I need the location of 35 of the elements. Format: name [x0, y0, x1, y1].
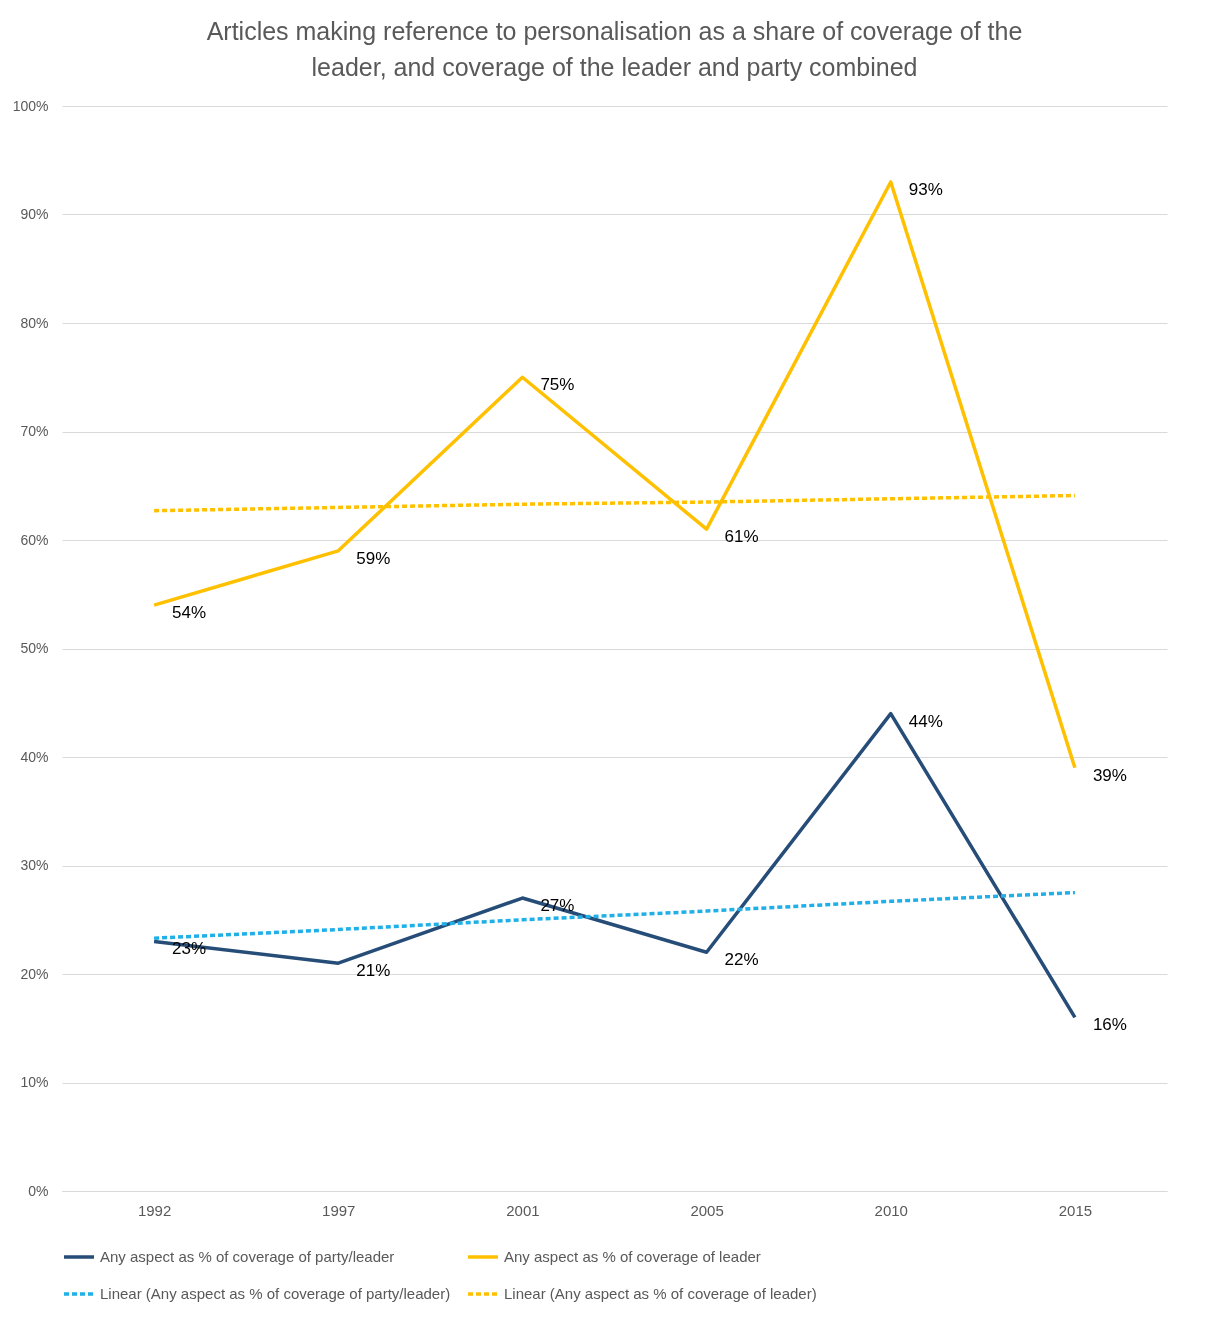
x-tick-label: 1997	[322, 1201, 356, 1219]
data-label: 44%	[908, 711, 943, 731]
y-tick-label: 0%	[28, 1182, 49, 1199]
data-label: 93%	[908, 179, 943, 199]
x-tick-label: 2010	[874, 1201, 908, 1219]
y-tick-label: 90%	[20, 206, 49, 222]
data-label: 22%	[724, 950, 759, 970]
data-label: 54%	[172, 603, 207, 623]
line-series	[152, 180, 1077, 770]
legend-label: Any aspect as % of coverage of party/leader	[100, 1248, 395, 1265]
legend-label: Linear (Any aspect as % of coverage of party/leader)	[100, 1285, 451, 1302]
data-label: 75%	[540, 375, 575, 395]
data-label: 16%	[1092, 1015, 1127, 1035]
chart-title: Articles making reference to personalisation as a share of coverage of the leader, and coverage of the leader and party combined	[206, 17, 1023, 81]
y-tick-label: 10%	[20, 1074, 49, 1090]
legend-label: Linear (Any aspect as % of coverage of leader)	[504, 1285, 817, 1302]
x-tick-label: 2001	[506, 1201, 540, 1219]
y-tick-label: 80%	[20, 314, 49, 331]
data-label: 21%	[356, 961, 391, 981]
data-label: 59%	[356, 548, 391, 568]
line-series	[152, 711, 1077, 1020]
data-label: 39%	[1092, 765, 1127, 785]
y-tick-label: 50%	[20, 640, 49, 656]
y-tick-label: 60%	[20, 531, 49, 548]
y-tick-label: 40%	[20, 748, 49, 765]
y-tick-label: 100%	[12, 97, 49, 114]
legend-label: Any aspect as % of coverage of leader	[504, 1248, 761, 1265]
data-label: 61%	[724, 527, 759, 547]
y-tick-label: 20%	[20, 965, 49, 982]
x-tick-label: 2015	[1058, 1201, 1093, 1219]
x-tick-label: 2005	[690, 1201, 724, 1219]
line-series	[152, 890, 1077, 940]
x-tick-label: 1992	[137, 1201, 172, 1219]
y-tick-label: 30%	[20, 857, 49, 873]
y-tick-label: 70%	[20, 423, 49, 439]
